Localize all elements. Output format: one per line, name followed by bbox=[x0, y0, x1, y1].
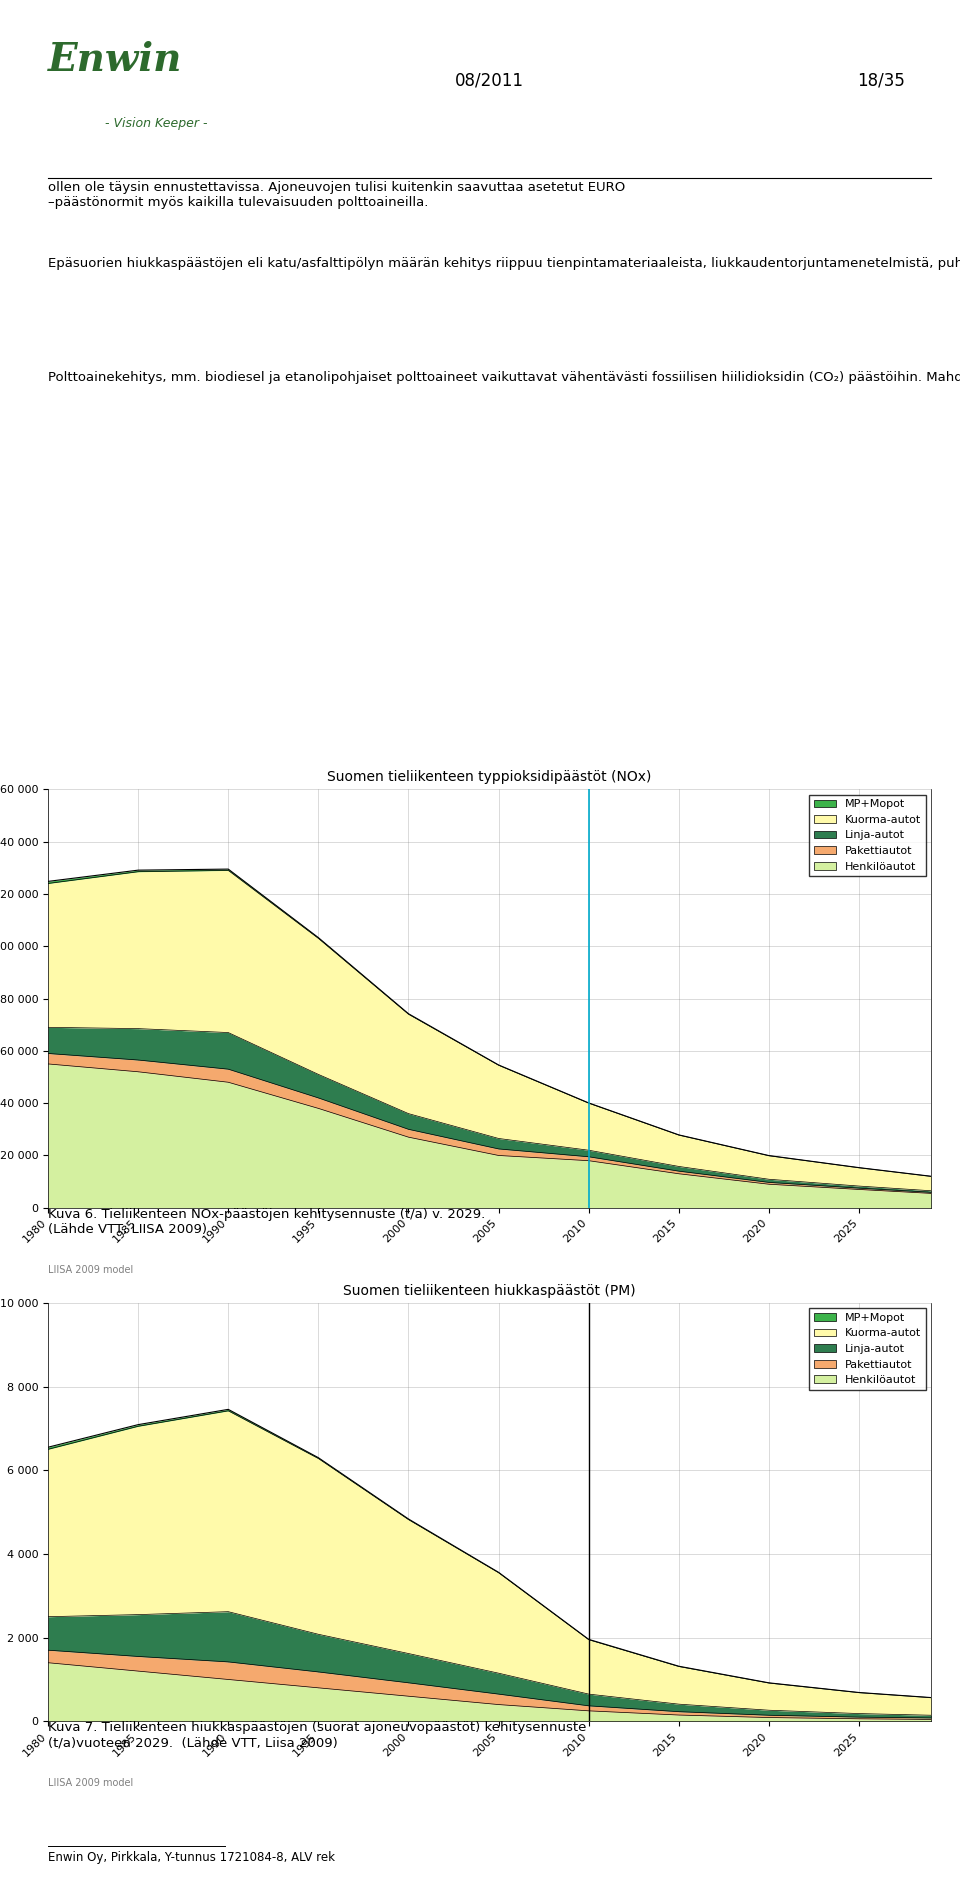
Text: ollen ole täysin ennustettavissa. Ajoneuvojen tulisi kuitenkin saavuttaa asetetu: ollen ole täysin ennustettavissa. Ajoneu… bbox=[48, 181, 625, 209]
Title: Suomen tieliikenteen typpioksidipäästöt (NOx): Suomen tieliikenteen typpioksidipäästöt … bbox=[327, 770, 652, 784]
Text: LIISA 2009 model: LIISA 2009 model bbox=[48, 1778, 133, 1788]
Title: Suomen tieliikenteen hiukkaspäästöt (PM): Suomen tieliikenteen hiukkaspäästöt (PM) bbox=[344, 1284, 636, 1297]
Text: LIISA 2009 model: LIISA 2009 model bbox=[48, 1265, 133, 1274]
Text: - Vision Keeper -: - Vision Keeper - bbox=[106, 116, 208, 129]
Legend: MP+Mopot, Kuorma-autot, Linja-autot, Pakettiautot, Henkilöautot: MP+Mopot, Kuorma-autot, Linja-autot, Pak… bbox=[809, 1309, 925, 1390]
Text: Polttoainekehitys, mm. biodiesel ja etanolipohjaiset polttoaineet vaikuttavat vä: Polttoainekehitys, mm. biodiesel ja etan… bbox=[48, 371, 960, 384]
Legend: MP+Mopot, Kuorma-autot, Linja-autot, Pakettiautot, Henkilöautot: MP+Mopot, Kuorma-autot, Linja-autot, Pak… bbox=[809, 795, 925, 877]
Text: Kuva 7. Tieliikenteen hiukkaspäästöjen (suorat ajoneuvopäästöt) kehitysennuste
(: Kuva 7. Tieliikenteen hiukkaspäästöjen (… bbox=[48, 1721, 587, 1750]
Text: 08/2011: 08/2011 bbox=[455, 70, 524, 89]
Text: Epäsuorien hiukkaspäästöjen eli katu/asfalttipölyn määrän kehitys riippuu tienpi: Epäsuorien hiukkaspäästöjen eli katu/asf… bbox=[48, 257, 960, 270]
Text: Enwin Oy, Pirkkala, Y-tunnus 1721084-8, ALV rek: Enwin Oy, Pirkkala, Y-tunnus 1721084-8, … bbox=[48, 1851, 335, 1864]
Text: Enwin: Enwin bbox=[48, 40, 182, 78]
Text: Kuva 6. Tieliikenteen NOx-päästöjen kehitysennuste (t/a) v. 2029.
(Lähde VTT, LI: Kuva 6. Tieliikenteen NOx-päästöjen kehi… bbox=[48, 1208, 485, 1236]
Text: 18/35: 18/35 bbox=[857, 70, 904, 89]
